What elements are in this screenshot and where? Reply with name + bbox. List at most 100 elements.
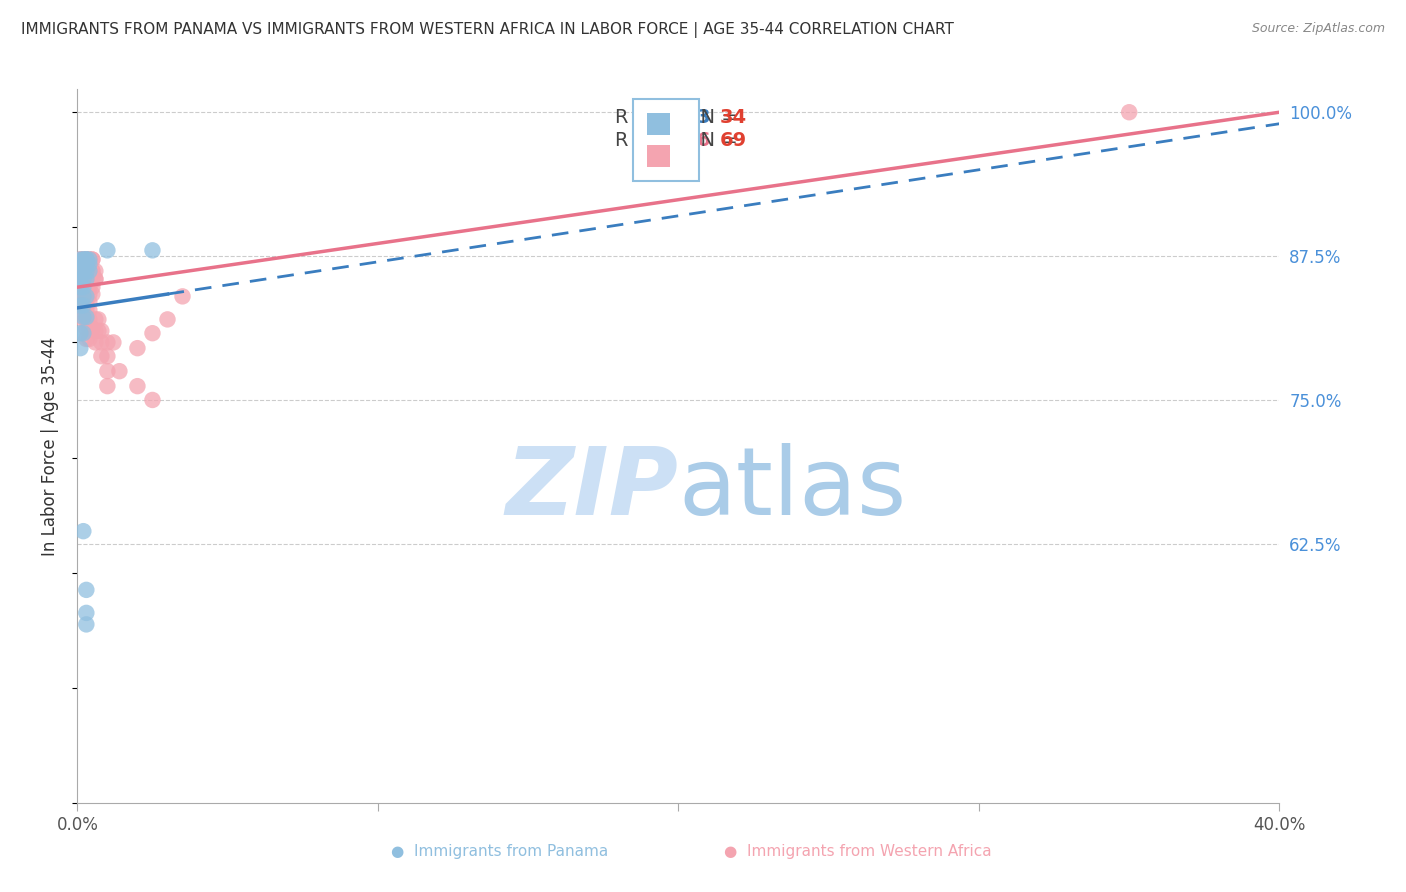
Point [87, 324, 110, 338]
Point [72, 310, 94, 324]
Point [79, 257, 101, 271]
Point [79, 332, 101, 346]
Text: R =: R = [614, 131, 657, 150]
Point [156, 312, 179, 326]
Point [79, 280, 101, 294]
Legend: , : , [633, 99, 699, 181]
Point [69, 280, 91, 294]
Point [79, 264, 101, 278]
Text: 34: 34 [720, 108, 747, 128]
Point [69, 252, 91, 267]
Text: ●  Immigrants from Western Africa: ● Immigrants from Western Africa [724, 845, 991, 859]
Point [75, 252, 97, 267]
Point [69, 264, 91, 278]
Point [72, 257, 94, 271]
Text: ●  Immigrants from Panama: ● Immigrants from Panama [391, 845, 607, 859]
Point [72, 252, 94, 267]
Point [69, 264, 91, 278]
Point [127, 379, 149, 393]
Y-axis label: In Labor Force | Age 35-44: In Labor Force | Age 35-44 [41, 336, 59, 556]
Point [84, 324, 107, 338]
Point [72, 524, 94, 538]
Point [72, 299, 94, 313]
Point [72, 280, 94, 294]
Point [79, 287, 101, 301]
Text: 0.436: 0.436 [650, 131, 711, 150]
Point [75, 252, 97, 267]
Text: ZIP: ZIP [506, 442, 679, 535]
Point [87, 312, 110, 326]
Point [72, 264, 94, 278]
Point [75, 321, 97, 335]
Point [96, 364, 118, 378]
Point [82, 272, 104, 286]
Point [79, 303, 101, 318]
Point [141, 392, 163, 407]
Point [84, 312, 107, 326]
Point [127, 341, 149, 355]
Point [82, 321, 104, 335]
Point [75, 582, 97, 597]
Point [79, 252, 101, 267]
Point [75, 295, 97, 310]
Point [75, 272, 97, 286]
Point [75, 252, 97, 267]
Point [82, 264, 104, 278]
Point [72, 272, 94, 286]
Point [69, 272, 91, 286]
Point [69, 272, 91, 286]
Point [82, 264, 104, 278]
Point [75, 257, 97, 271]
Point [75, 272, 97, 286]
Point [72, 312, 94, 326]
Point [75, 303, 97, 318]
Point [69, 341, 91, 355]
Point [103, 335, 125, 350]
Point [69, 252, 91, 267]
Point [96, 335, 118, 350]
Point [1118, 105, 1140, 120]
Text: 69: 69 [720, 131, 747, 150]
Point [72, 252, 94, 267]
Point [72, 252, 94, 267]
Point [75, 617, 97, 632]
Point [141, 244, 163, 258]
Text: N =: N = [688, 131, 744, 150]
Point [75, 310, 97, 324]
Point [90, 324, 112, 338]
Point [75, 252, 97, 267]
Point [75, 252, 97, 267]
Point [90, 349, 112, 363]
Point [75, 264, 97, 278]
Text: atlas: atlas [679, 442, 907, 535]
Point [72, 264, 94, 278]
Point [79, 312, 101, 326]
Point [79, 264, 101, 278]
Point [79, 272, 101, 286]
Point [75, 332, 97, 346]
Point [79, 321, 101, 335]
Text: IMMIGRANTS FROM PANAMA VS IMMIGRANTS FROM WESTERN AFRICA IN LABOR FORCE | AGE 35: IMMIGRANTS FROM PANAMA VS IMMIGRANTS FRO… [21, 22, 953, 38]
Text: Source: ZipAtlas.com: Source: ZipAtlas.com [1251, 22, 1385, 36]
Point [84, 272, 107, 286]
Point [69, 299, 91, 313]
Point [79, 252, 101, 267]
Point [75, 606, 97, 620]
Point [96, 379, 118, 393]
Point [79, 252, 101, 267]
Point [75, 264, 97, 278]
Point [75, 287, 97, 301]
Text: 0.213: 0.213 [650, 108, 711, 128]
Point [72, 295, 94, 310]
Point [75, 312, 97, 326]
Point [90, 335, 112, 350]
Text: R =: R = [614, 108, 657, 128]
Point [72, 326, 94, 341]
Point [84, 335, 107, 350]
Point [84, 272, 107, 286]
Point [79, 295, 101, 310]
Point [72, 280, 94, 294]
Point [69, 295, 91, 310]
Text: N =: N = [688, 108, 744, 128]
Point [96, 244, 118, 258]
